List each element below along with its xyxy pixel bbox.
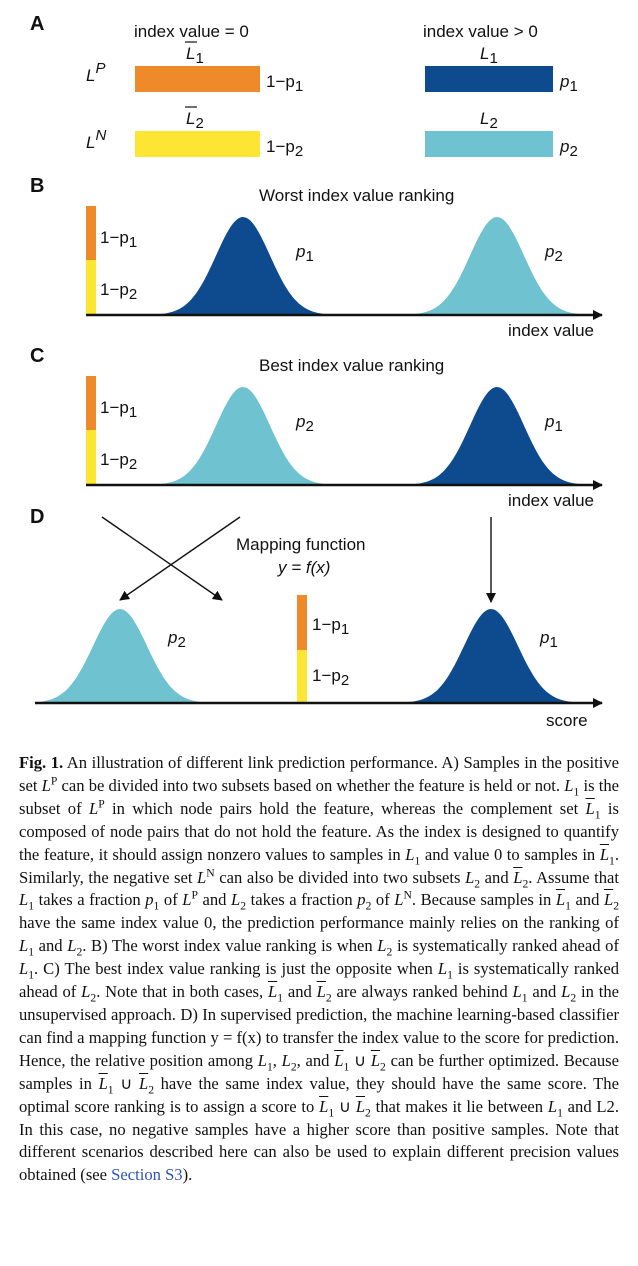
dark-blue-bar-value: p1 bbox=[559, 72, 578, 95]
panel-d-cross-arrow-right bbox=[101, 516, 223, 601]
caption-text: is systematically ranked ahead of bbox=[19, 959, 619, 1002]
caption-text: is the subset of bbox=[19, 775, 619, 818]
panel-b: B Worst index value ranking 1−p1 1−p2 p1… bbox=[30, 175, 603, 340]
caption-text: and value 0 to samples in bbox=[420, 844, 600, 864]
panel-b-curve2-label: p2 bbox=[544, 242, 563, 265]
caption-text: An illustration of different link predic… bbox=[19, 753, 619, 795]
panel-c-curve1-label: p2 bbox=[295, 412, 314, 435]
caption-text: , and bbox=[296, 1050, 335, 1070]
light-blue-bar bbox=[425, 131, 553, 157]
panel-d-curve1-label: p2 bbox=[167, 628, 186, 651]
panel-d-yellow-segment bbox=[297, 650, 307, 703]
l2-bar-label: L2 bbox=[186, 109, 204, 132]
panel-d-bar-top-label: 1−p1 bbox=[312, 615, 349, 638]
caption-text: and bbox=[570, 890, 604, 910]
caption-text: and bbox=[283, 982, 317, 1002]
panel-a-right-header: index value > 0 bbox=[423, 22, 538, 41]
panel-d-orange-segment bbox=[297, 595, 307, 650]
dark-blue-bar bbox=[425, 66, 553, 92]
caption-text: to transfer the index value to the score… bbox=[19, 1027, 620, 1070]
panel-b-bar-bottom-label: 1−p2 bbox=[100, 280, 137, 303]
panel-d-dark-blue-curve bbox=[404, 609, 577, 703]
ln-row-label: LN bbox=[86, 127, 106, 152]
panel-c-bar-top-label: 1−p1 bbox=[100, 398, 137, 421]
panel-d-formula: y = f(x) bbox=[277, 558, 330, 577]
panel-c-axis-label: index value bbox=[508, 491, 594, 510]
panel-d: D Mapping function y = f(x) p2 p1 1−p1 1… bbox=[30, 506, 603, 730]
panel-c-title: Best index value ranking bbox=[259, 356, 444, 375]
yellow-bar-value: 1−p2 bbox=[266, 137, 303, 160]
panel-c-light-blue-curve bbox=[156, 387, 329, 485]
section-s3-link[interactable]: Section S3 bbox=[111, 1165, 183, 1185]
panel-d-cross-arrow-left bbox=[119, 516, 241, 601]
panel-b-axis-label: index value bbox=[508, 321, 594, 340]
caption-text: and bbox=[197, 890, 232, 910]
caption-text: . Note that in both cases, bbox=[96, 982, 268, 1002]
panel-c-letter: C bbox=[30, 345, 44, 367]
l2-label: L2 bbox=[480, 109, 498, 132]
caption-text: have the same index value 0, the predict… bbox=[19, 913, 619, 933]
caption-text: can be further optimized. Because sample… bbox=[19, 1050, 620, 1093]
panel-a-left-header: index value = 0 bbox=[134, 22, 249, 41]
panel-d-bar-bottom-label: 1−p2 bbox=[312, 666, 349, 689]
caption-text: . C) The best index value ranking is jus… bbox=[34, 959, 438, 979]
caption-text: have the same index value, they should h… bbox=[19, 1073, 619, 1116]
yellow-bar bbox=[135, 131, 260, 157]
panel-c-yellow-segment bbox=[86, 430, 96, 485]
caption-text: , bbox=[272, 1050, 282, 1070]
panel-d-curve2-label: p1 bbox=[539, 628, 558, 651]
caption-label: Fig. 1. bbox=[19, 753, 64, 772]
panel-b-title: Worst index value ranking bbox=[259, 186, 454, 205]
caption-text: takes a fraction bbox=[34, 890, 146, 910]
panel-c-dark-blue-curve bbox=[410, 387, 583, 485]
panel-c-curve2-label: p1 bbox=[544, 412, 563, 435]
panel-b-yellow-segment bbox=[86, 260, 96, 315]
caption-text: of bbox=[371, 890, 395, 910]
caption-text: and bbox=[34, 936, 68, 956]
caption-text: that makes it lie between bbox=[370, 1096, 548, 1116]
caption-text: . B) The worst index value ranking is wh… bbox=[82, 936, 378, 956]
caption-text: and bbox=[527, 982, 562, 1002]
caption-text: takes a fraction bbox=[246, 890, 358, 910]
caption-text: and L2. In this case, no negative sample… bbox=[19, 1096, 619, 1185]
caption-text: and bbox=[480, 867, 514, 887]
orange-bar-value: 1−p1 bbox=[266, 72, 303, 95]
panel-b-light-blue-curve bbox=[410, 217, 583, 315]
caption-text: is systematically ranked ahead of bbox=[392, 936, 620, 956]
panel-c: C Best index value ranking 1−p1 1−p2 p2 … bbox=[30, 345, 603, 510]
panel-d-title: Mapping function bbox=[236, 535, 365, 554]
caption-text: . Similarly, the negative set bbox=[19, 844, 620, 887]
caption-text: is composed of node pairs that do not ho… bbox=[19, 798, 619, 864]
panel-d-letter: D bbox=[30, 506, 44, 528]
panel-b-orange-segment bbox=[86, 206, 96, 260]
panel-a: A index value = 0 index value > 0 L1 L1 … bbox=[30, 13, 578, 160]
panel-b-letter: B bbox=[30, 175, 44, 197]
panel-c-orange-segment bbox=[86, 376, 96, 430]
panel-d-light-blue-curve bbox=[33, 609, 206, 703]
light-blue-bar-value: p2 bbox=[559, 137, 578, 160]
figure-caption: Fig. 1. An illustration of different lin… bbox=[19, 753, 620, 1185]
caption-text: in which node pairs hold the feature, wh… bbox=[104, 798, 586, 818]
panel-b-dark-blue-curve bbox=[156, 217, 329, 315]
caption-text: are always ranked behind bbox=[331, 982, 513, 1002]
orange-bar bbox=[135, 66, 260, 92]
lp-row-label: LP bbox=[86, 60, 105, 85]
caption-text: of bbox=[159, 890, 183, 910]
panel-c-bar-bottom-label: 1−p2 bbox=[100, 450, 137, 473]
panel-d-axis-label: score bbox=[546, 711, 588, 730]
caption-text: . Assume that bbox=[528, 867, 619, 887]
panel-b-curve1-label: p1 bbox=[295, 242, 314, 265]
panel-b-bar-top-label: 1−p1 bbox=[100, 228, 137, 251]
l1-bar-label: L1 bbox=[186, 44, 204, 67]
caption-text: can be divided into two subsets based on… bbox=[57, 775, 565, 795]
l1-label: L1 bbox=[480, 44, 498, 67]
caption-formula: y = f(x) bbox=[210, 1027, 262, 1047]
panel-a-letter: A bbox=[30, 13, 44, 35]
caption-text: can also be divided into two subsets bbox=[214, 867, 466, 887]
caption-text: . Because samples in bbox=[411, 890, 556, 910]
caption-text: in the unsupervised approach. D) In supe… bbox=[19, 982, 619, 1047]
caption-text: ). bbox=[182, 1165, 193, 1185]
figure-1: A index value = 0 index value > 0 L1 L1 … bbox=[30, 13, 603, 730]
